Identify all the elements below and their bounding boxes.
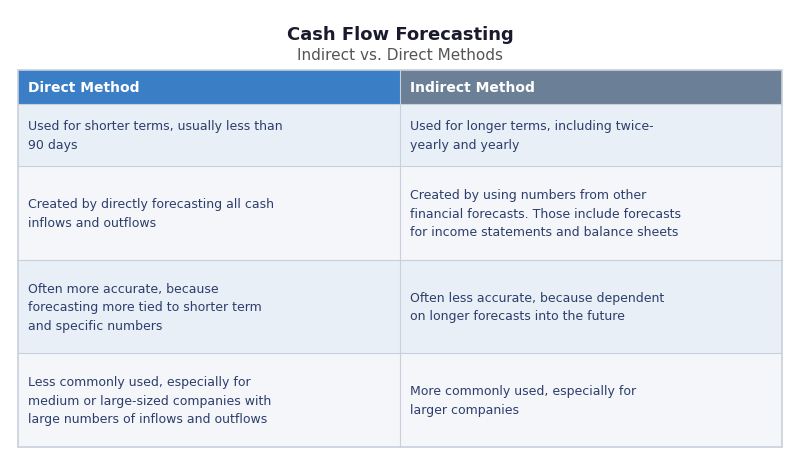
Text: Created by directly forecasting all cash
inflows and outflows: Created by directly forecasting all cash… bbox=[28, 198, 274, 229]
Text: Created by using numbers from other
financial forecasts. Those include forecasts: Created by using numbers from other fina… bbox=[410, 189, 681, 238]
Text: Used for shorter terms, usually less than
90 days: Used for shorter terms, usually less tha… bbox=[28, 120, 282, 152]
Bar bbox=[400, 354, 782, 447]
Bar bbox=[400, 167, 782, 260]
Bar bbox=[18, 71, 782, 447]
Text: Less commonly used, especially for
medium or large-sized companies with
large nu: Less commonly used, especially for mediu… bbox=[28, 375, 271, 425]
Text: Direct Method: Direct Method bbox=[28, 81, 139, 95]
Bar bbox=[400, 105, 782, 167]
Bar bbox=[400, 260, 782, 354]
Bar bbox=[18, 260, 400, 354]
Bar bbox=[18, 105, 400, 167]
Text: More commonly used, especially for
larger companies: More commonly used, especially for large… bbox=[410, 384, 636, 416]
Bar bbox=[18, 167, 400, 260]
Bar bbox=[18, 354, 400, 447]
Text: Often less accurate, because dependent
on longer forecasts into the future: Often less accurate, because dependent o… bbox=[410, 291, 664, 323]
Text: Often more accurate, because
forecasting more tied to shorter term
and specific : Often more accurate, because forecasting… bbox=[28, 282, 262, 332]
Text: Indirect Method: Indirect Method bbox=[410, 81, 535, 95]
Text: Used for longer terms, including twice-
yearly and yearly: Used for longer terms, including twice- … bbox=[410, 120, 654, 152]
Bar bbox=[400, 71, 782, 105]
Bar bbox=[18, 71, 400, 105]
Text: Cash Flow Forecasting: Cash Flow Forecasting bbox=[286, 26, 514, 44]
Text: Indirect vs. Direct Methods: Indirect vs. Direct Methods bbox=[297, 48, 503, 63]
